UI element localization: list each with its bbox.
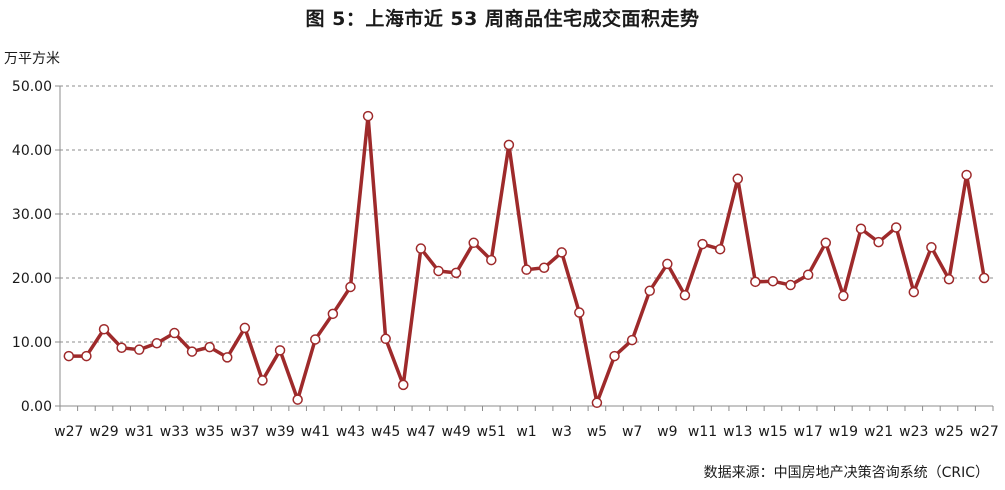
- data-source-note: 数据来源：中国房地产决策咨询系统（CRIC）: [703, 465, 989, 481]
- data-point: [908, 286, 920, 298]
- data-point: [943, 274, 955, 285]
- data-point: [133, 344, 145, 355]
- x-tick-label: w47: [406, 424, 435, 440]
- data-point: [890, 222, 902, 233]
- x-tick-label: w41: [301, 424, 330, 440]
- data-point: [398, 379, 409, 391]
- data-point: [732, 173, 743, 185]
- data-point: [591, 397, 603, 409]
- chart-title: 图 5：上海市近 53 周商品住宅成交面积走势: [305, 8, 700, 30]
- data-point: [538, 262, 550, 274]
- x-tick-label: w5: [587, 424, 607, 440]
- x-tick-label: w49: [441, 424, 470, 440]
- y-tick-label: 0.00: [21, 399, 52, 415]
- data-point: [450, 267, 462, 279]
- x-tick-label: w9: [657, 424, 677, 440]
- x-tick-label: w21: [864, 424, 893, 440]
- data-point: [820, 237, 832, 249]
- x-tick-label: w27: [970, 424, 999, 440]
- data-point: [961, 169, 972, 181]
- y-tick-label: 10.00: [12, 335, 52, 351]
- x-tick-label: w13: [723, 424, 752, 440]
- data-point: [750, 276, 761, 288]
- x-tick-label: w11: [688, 424, 717, 440]
- x-tick-labels: w27 w29 w31 w33 w35 w37 w39 w41 w43 w45 w47 w49 w51 w…: [54, 424, 999, 440]
- x-tick-label: w17: [794, 424, 823, 440]
- y-tick-labels: 0.00 10.00 20.00 30.00 40.00 50.00: [12, 79, 52, 415]
- x-tick-label: w27: [54, 424, 83, 440]
- data-point: [239, 322, 251, 334]
- data-point: [767, 275, 779, 287]
- data-point: [574, 307, 585, 318]
- data-point: [292, 394, 303, 405]
- data-points: [63, 110, 990, 409]
- data-point: [644, 285, 655, 297]
- data-point: [714, 243, 726, 255]
- data-point: [310, 334, 321, 345]
- data-point: [433, 265, 444, 277]
- data-point: [221, 352, 233, 363]
- data-point: [257, 375, 268, 386]
- data-point: [415, 243, 427, 254]
- x-tick-label: w51: [477, 424, 506, 440]
- data-point: [873, 236, 884, 248]
- y-tick-label: 20.00: [12, 271, 52, 287]
- data-point: [151, 338, 163, 349]
- data-point: [679, 290, 691, 301]
- y-tick-label: 50.00: [12, 79, 52, 95]
- data-point: [345, 281, 356, 293]
- data-point: [186, 346, 198, 357]
- data-point: [855, 223, 867, 234]
- x-tick-label: w29: [89, 424, 118, 440]
- data-point: [327, 308, 339, 320]
- x-tick-label: w33: [160, 424, 189, 440]
- series-line: [68, 114, 986, 405]
- x-tick-label: w45: [371, 424, 400, 440]
- x-tick-label: w25: [934, 424, 963, 440]
- data-point: [926, 242, 937, 253]
- data-point: [556, 247, 567, 258]
- x-tick-label: w37: [230, 424, 259, 440]
- data-point: [169, 327, 180, 339]
- data-point: [978, 272, 990, 284]
- data-point: [81, 350, 92, 362]
- data-point: [503, 139, 515, 151]
- data-point: [63, 350, 75, 362]
- data-point: [116, 342, 127, 354]
- data-point: [204, 341, 215, 353]
- data-point: [274, 345, 286, 356]
- data-point: [785, 279, 796, 291]
- x-tick-label: w3: [552, 424, 572, 440]
- data-point: [486, 254, 497, 266]
- data-point: [697, 238, 708, 250]
- x-tick-label: w15: [758, 424, 787, 440]
- data-point: [838, 290, 849, 302]
- data-point: [802, 269, 814, 281]
- x-tick-label: w43: [336, 424, 365, 440]
- x-tick-label: w31: [125, 424, 154, 440]
- data-point: [362, 110, 374, 122]
- data-point: [626, 334, 638, 346]
- y-tick-label: 30.00: [12, 207, 52, 223]
- data-point: [521, 264, 532, 275]
- data-point: [468, 237, 479, 249]
- gridlines: [60, 85, 993, 343]
- y-axis-unit-label: 万平方米: [4, 51, 60, 67]
- x-tick-label: w35: [195, 424, 224, 440]
- x-tick-label: w1: [516, 424, 536, 440]
- y-tick-label: 40.00: [12, 143, 52, 159]
- x-tick-label: w7: [622, 424, 642, 440]
- data-point: [98, 323, 110, 335]
- x-tick-label: w19: [829, 424, 858, 440]
- data-point: [609, 350, 620, 362]
- data-point: [662, 258, 673, 270]
- axes: [55, 85, 994, 411]
- data-point: [380, 333, 391, 345]
- x-tick-label: w39: [265, 424, 294, 440]
- x-tick-label: w23: [899, 424, 928, 440]
